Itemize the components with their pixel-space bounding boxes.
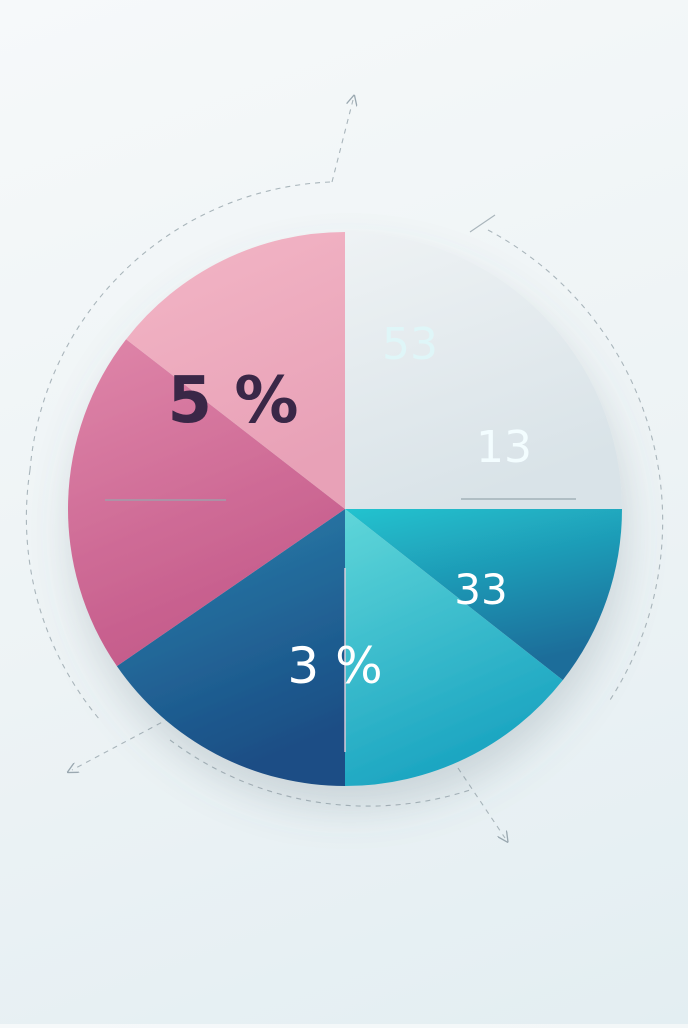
pie-slice-1 (345, 232, 622, 509)
guide-arrow-top (331, 100, 353, 183)
pie-slice-6 (126, 232, 345, 509)
slice-label-5: 3 % (287, 637, 382, 695)
guide-arrow-bottom-left (72, 717, 171, 770)
guide-arc-right (487, 229, 664, 701)
guide-tick-right (469, 214, 496, 233)
slice-label-3: 13 (476, 422, 532, 473)
pie-slice-2 (345, 509, 622, 681)
pie-slice-5 (68, 339, 345, 667)
slice-label-2: 53 (382, 319, 438, 370)
guide-arrow-bottom-right (457, 767, 505, 838)
slice-label-4: 33 (454, 565, 507, 614)
guide-arc-bottom (169, 739, 471, 807)
pie-slice-3 (345, 509, 563, 786)
pie-slice-4 (116, 509, 345, 786)
divider-lines (105, 498, 576, 752)
guide-arcs (25, 100, 664, 838)
pie-slices (68, 232, 622, 786)
slice-labels: 5 % 53 13 33 3 % (168, 319, 532, 695)
guide-arc-left (25, 469, 101, 721)
slice-label-1: 5 % (168, 364, 299, 438)
